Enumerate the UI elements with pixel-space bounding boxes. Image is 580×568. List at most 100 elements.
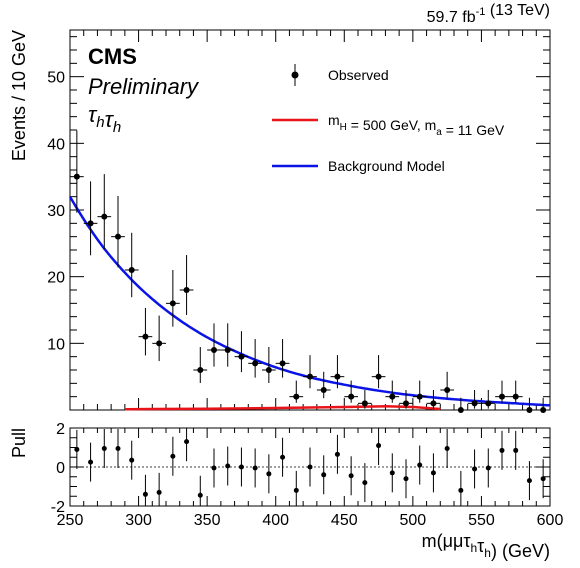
legend: Observed mH = 500 GeV, ma = 11 GeV Backg… [272,64,505,174]
pull-point-marker [238,464,244,470]
pull-y-tick-label: 2 [56,421,65,438]
data-point-marker [389,393,396,400]
pull-point [472,449,478,489]
pull-point [266,454,272,494]
data-point [454,397,468,413]
pull-axis-ticks: 250 300 350 400 450 500 550 600 -2 0 2 [51,421,564,529]
pull-point-marker [526,478,532,484]
x-tick-label: 300 [125,512,152,529]
data-point [248,339,262,378]
pull-point [74,429,80,469]
data-point [358,390,372,409]
pull-point [225,446,231,486]
pull-point [430,453,436,493]
x-tick-label: 250 [57,512,84,529]
data-point [220,323,235,367]
data-point [83,181,98,256]
data-point-marker [485,400,492,407]
pull-point-marker [252,465,258,471]
data-point-marker [348,393,355,400]
pull-point-marker [321,472,327,478]
pull-point-marker [499,447,505,453]
x-tick-label: 450 [331,512,358,529]
pull-point-marker [376,443,382,449]
pull-point-marker [417,462,423,468]
data-point-marker [142,333,149,340]
pull-point [88,442,94,482]
pull-point-marker [444,445,450,451]
data-point-marker [512,393,519,400]
pull-point [238,447,244,487]
pull-point [403,459,409,499]
data-point [303,355,317,389]
data-point-marker [211,347,217,353]
data-point-marker [115,233,121,240]
pull-point [485,448,491,488]
pull-point-marker [74,446,80,452]
luminosity-label: 59.7 fb-1 (13 TeV) [427,2,550,26]
pull-point [115,428,121,468]
pull-point-marker [211,465,217,471]
experiment-label: CMS [88,44,137,69]
pull-point-marker [101,445,107,451]
data-point [152,315,166,362]
pull-point [156,472,162,506]
pull-point [348,456,354,496]
data-point-marker [101,213,108,220]
data-point [289,380,304,403]
pull-point-marker [540,476,546,482]
pull-point-marker [307,464,313,470]
pull-point [458,470,464,506]
data-point-marker [265,367,272,373]
status-label: Preliminary [88,74,200,99]
data-point-marker [307,373,313,380]
data-point [179,255,194,315]
pull-point-marker [472,466,478,472]
data-point-marker [444,387,451,393]
data-point-marker [361,400,368,407]
pull-point-marker [280,454,286,460]
pull-point-marker [430,470,436,476]
pull-point [197,475,203,506]
y-tick-label: 10 [47,336,65,353]
y-tick-label: 50 [47,70,65,87]
data-point [111,196,125,268]
data-point-marker [238,353,245,360]
data-point [138,307,153,356]
legend-observed-marker [291,64,299,86]
data-point [70,130,84,213]
data-point-marker [457,407,464,413]
pull-y-tick-label: 0 [56,460,65,477]
data-point [440,371,454,399]
pull-point [540,459,546,499]
pull-point [334,434,340,474]
data-point-marker [197,367,204,373]
pull-point [101,428,107,468]
pull-point [211,448,217,488]
data-point-marker [416,393,423,400]
data-point-marker [169,300,176,307]
data-point [207,323,221,367]
pull-point-marker [293,487,299,493]
y-tick-label: 40 [47,136,65,153]
data-point [124,232,139,298]
pull-point-marker [129,457,135,463]
data-point [536,397,550,413]
data-point-marker [279,360,286,367]
pull-point [129,440,135,480]
x-axis-title: m(μμτhτh) (GeV) [422,531,550,561]
pull-point [321,455,327,495]
data-point-marker [73,173,80,180]
data-point-marker [540,407,547,413]
data-point [97,174,112,250]
legend-background-label: Background Model [328,158,445,174]
x-tick-label: 600 [537,512,564,529]
pull-point-marker [389,470,395,476]
data-point [495,380,509,403]
x-tick-label: 400 [262,512,289,529]
pull-point-marker [348,473,354,479]
legend-signal-label: mH = 500 GeV, ma = 11 GeV [328,112,505,138]
pull-point-marker [334,451,340,457]
